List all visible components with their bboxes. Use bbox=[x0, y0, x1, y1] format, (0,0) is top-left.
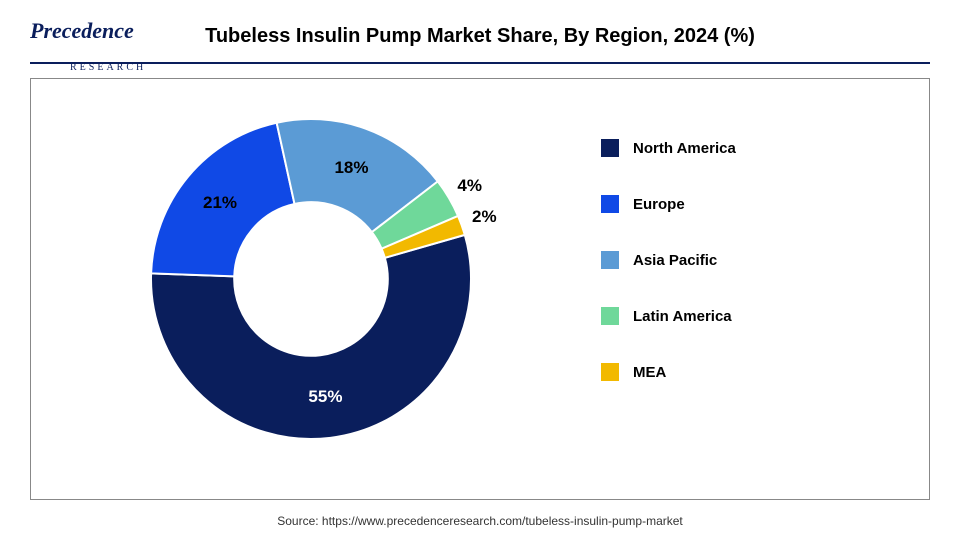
title-divider bbox=[30, 62, 930, 64]
legend-swatch bbox=[601, 307, 619, 325]
legend-label: MEA bbox=[633, 364, 666, 381]
source-line: Source: https://www.precedenceresearch.c… bbox=[0, 514, 960, 528]
legend-swatch bbox=[601, 195, 619, 213]
legend-swatch bbox=[601, 139, 619, 157]
donut-chart: 55%21%18%4%2% bbox=[131, 99, 491, 459]
legend: North America Europe Asia Pacific Latin Ame… bbox=[601, 139, 736, 419]
legend-item-europe: Europe bbox=[601, 195, 736, 213]
slice-label-mea: 2% bbox=[472, 207, 497, 227]
legend-label: Europe bbox=[633, 196, 685, 213]
chart-panel: 55% 21% 18% 4% 2% North America Europe Asia Pa… bbox=[30, 78, 930, 500]
slice-label-europe: 21% bbox=[203, 193, 237, 213]
legend-swatch bbox=[601, 363, 619, 381]
legend-item-latin-america: Latin America bbox=[601, 307, 736, 325]
slice-label-latin-america: 4% bbox=[457, 176, 482, 196]
legend-item-mea: MEA bbox=[601, 363, 736, 381]
legend-item-asia-pacific: Asia Pacific bbox=[601, 251, 736, 269]
slice-label-north-america: 55% bbox=[308, 387, 342, 407]
slice-label-asia-pacific: 18% bbox=[334, 158, 368, 178]
legend-label: North America bbox=[633, 140, 736, 157]
legend-item-north-america: North America bbox=[601, 139, 736, 157]
legend-label: Latin America bbox=[633, 308, 732, 325]
legend-label: Asia Pacific bbox=[633, 252, 717, 269]
chart-title: Tubeless Insulin Pump Market Share, By R… bbox=[0, 25, 960, 48]
legend-swatch bbox=[601, 251, 619, 269]
